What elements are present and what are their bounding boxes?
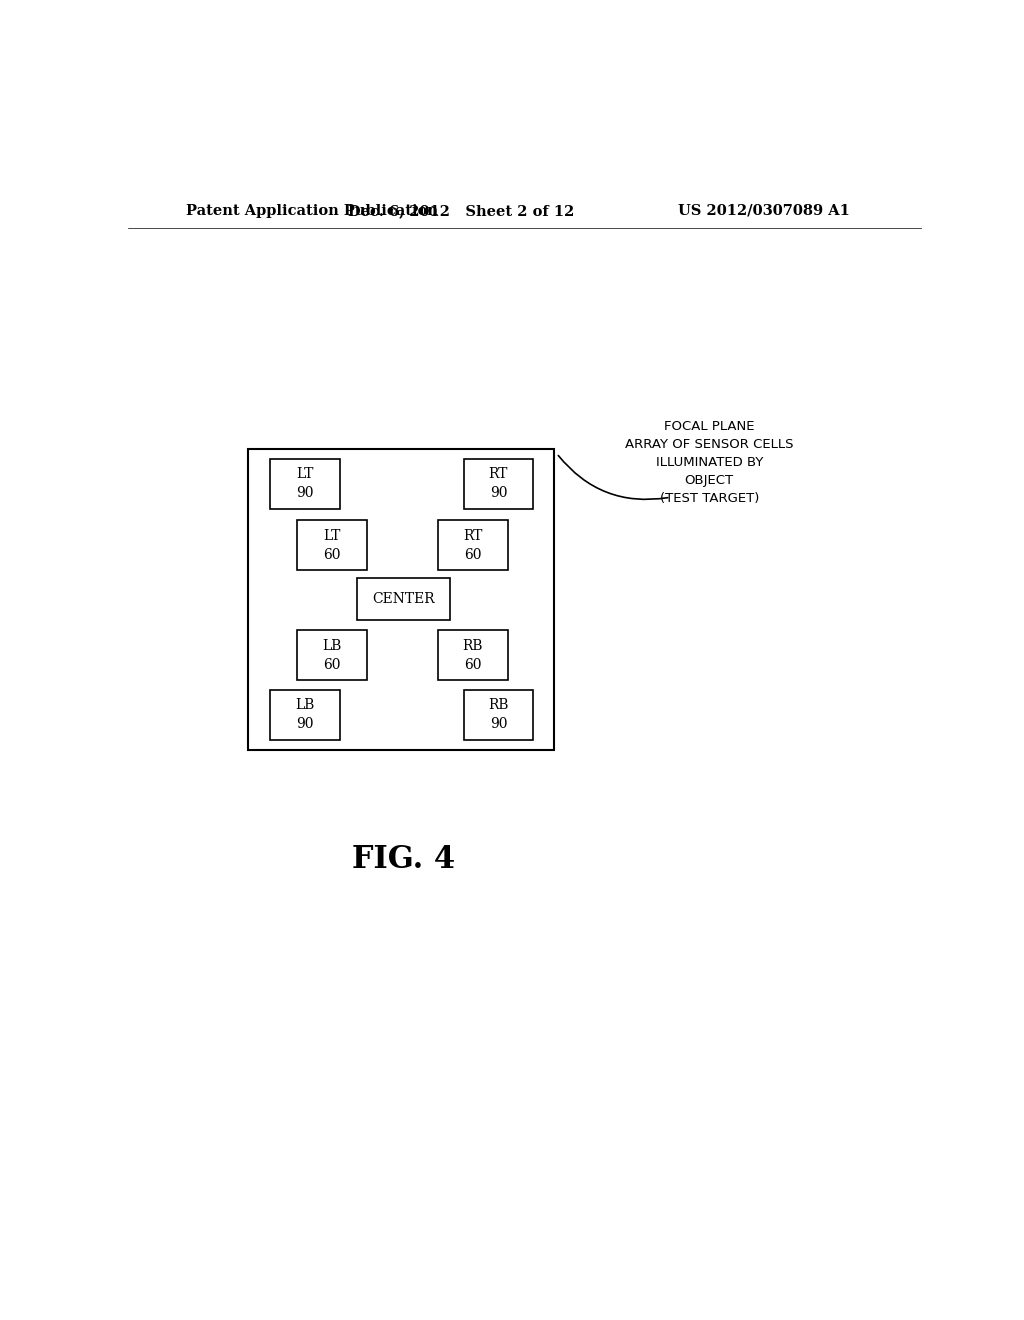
Bar (464, 689, 534, 739)
Bar (464, 459, 534, 508)
Text: RT
60: RT 60 (463, 528, 482, 562)
Bar (297, 631, 367, 681)
Text: FIG. 4: FIG. 4 (351, 843, 455, 875)
Text: US 2012/0307089 A1: US 2012/0307089 A1 (678, 203, 850, 218)
Bar (297, 520, 367, 570)
Text: FOCAL PLANE
ARRAY OF SENSOR CELLS
ILLUMINATED BY
OBJECT
(TEST TARGET): FOCAL PLANE ARRAY OF SENSOR CELLS ILLUMI… (625, 420, 794, 506)
Text: LB
90: LB 90 (295, 698, 314, 731)
Text: RT
90: RT 90 (488, 467, 508, 500)
Text: LB
60: LB 60 (323, 639, 342, 672)
Bar (438, 631, 508, 681)
Text: Patent Application Publication: Patent Application Publication (186, 203, 438, 218)
Text: LT
90: LT 90 (296, 467, 313, 500)
Text: RB
90: RB 90 (488, 698, 509, 731)
Bar (270, 459, 340, 508)
Bar (438, 520, 508, 570)
Text: Dec. 6, 2012   Sheet 2 of 12: Dec. 6, 2012 Sheet 2 of 12 (348, 203, 574, 218)
Bar (356, 578, 450, 620)
Bar (248, 449, 554, 750)
Text: CENTER: CENTER (372, 593, 434, 606)
Text: LT
60: LT 60 (324, 528, 341, 562)
Text: RB
60: RB 60 (463, 639, 483, 672)
Bar (270, 689, 340, 739)
